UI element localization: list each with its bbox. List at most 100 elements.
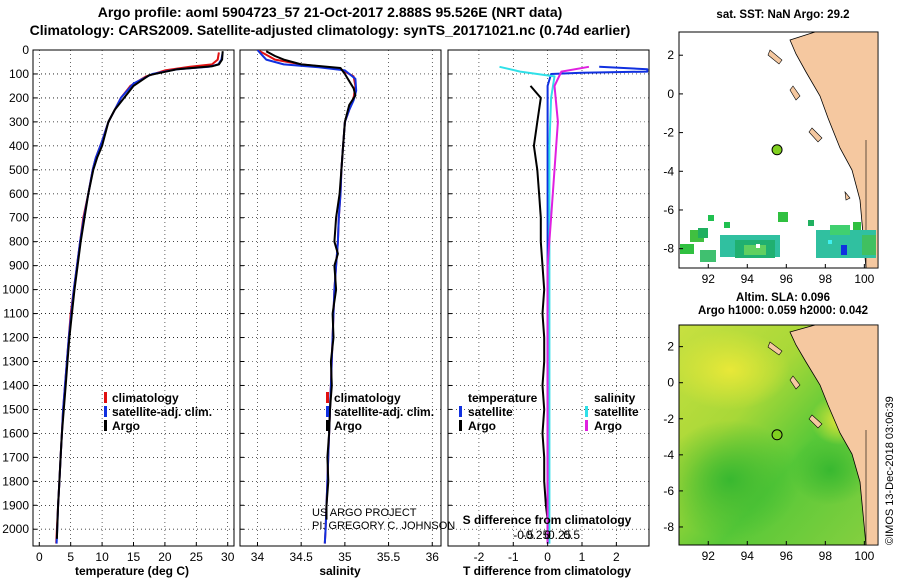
depth-tick-label: 400 <box>9 139 29 153</box>
legend-swatch-climatology <box>104 392 107 403</box>
depth-axis: 0 100 200 300 400 500 600 700 800 900 1000 1100 1200… <box>2 43 29 536</box>
sla-anomaly-high <box>679 330 790 410</box>
map-y-tick-label: -4 <box>663 448 674 462</box>
sla-map-content <box>679 325 878 545</box>
legend-swatch-temp-satellite <box>459 406 462 417</box>
x-tick-label: 1 <box>579 550 586 564</box>
argo-position-marker-sla <box>771 429 783 441</box>
depth-tick-label: 1000 <box>2 283 29 297</box>
land-sumatra <box>789 32 878 268</box>
x-tick-label: 36 <box>426 550 440 564</box>
legend-label-satellite: satellite-adj. clim. <box>112 405 212 419</box>
depth-tick-label: 700 <box>9 211 29 225</box>
depth-tick-label: 900 <box>9 259 29 273</box>
depth-tick-label: 100 <box>9 67 29 81</box>
legend-label-satellite: satellite-adj. clim. <box>334 405 434 419</box>
series-line-argo <box>55 51 224 539</box>
series-line-climatology <box>257 50 357 544</box>
credit-line1: US ARGO PROJECT <box>312 507 417 519</box>
map-y-tick-label: -4 <box>663 164 674 178</box>
figure-title-line2: Climatology: CARS2009. Satellite-adjuste… <box>29 22 631 38</box>
legend-swatch-sal-argo <box>585 420 588 431</box>
x-tick-label: 35 <box>338 550 352 564</box>
island-simeulue <box>767 341 783 356</box>
island-enggano <box>844 191 851 201</box>
legend-swatch-satellite <box>326 406 329 417</box>
x-tick-label: -2 <box>474 550 485 564</box>
x-tick-label: 0 <box>544 550 551 564</box>
series-line-salinity-argo <box>546 65 590 544</box>
sst-pixel <box>853 222 861 230</box>
legend-label-climatology: climatology <box>112 391 179 405</box>
sst-pixel <box>708 215 714 221</box>
sla-map-title-line1: Altim. SLA: 0.096 <box>736 292 830 304</box>
sst-map-axes: 92 94 96 98 100 2 0 -2 -4 -6 -8 <box>663 48 874 286</box>
x-tick-label: 34 <box>251 550 265 564</box>
x-tick-label: 2 <box>613 550 620 564</box>
legend-label-sal-satellite: satellite <box>594 405 639 419</box>
map-x-tick-label: 96 <box>780 272 794 286</box>
legend-label-sal-argo: Argo <box>594 419 622 433</box>
series-line-argo <box>265 50 357 520</box>
island-siberut <box>808 414 823 429</box>
legend-swatch-argo <box>326 420 329 431</box>
depth-tick-label: 1800 <box>2 474 29 488</box>
s-difference-axis-label: S difference from climatology <box>463 513 632 527</box>
depth-tick-label: 200 <box>9 91 29 105</box>
depth-tick-label: 500 <box>9 163 29 177</box>
map-y-tick-label: 0 <box>667 376 674 390</box>
legend-label-argo: Argo <box>334 419 362 433</box>
map-y-tick-label: -2 <box>663 412 674 426</box>
map-y-tick-label: -8 <box>663 520 674 534</box>
sst-pixel <box>756 244 760 248</box>
legend-swatch-temp-argo <box>459 420 462 431</box>
depth-tick-label: 1300 <box>2 354 29 368</box>
depth-tick-label: 1900 <box>2 498 29 512</box>
temperature-axis-label: temperature (deg C) <box>75 564 189 578</box>
map-x-tick-label: 92 <box>702 549 716 563</box>
legend-label-temp-argo: Argo <box>468 419 496 433</box>
map-y-tick-label: -6 <box>663 203 674 217</box>
top-tick-label: 0.5 <box>563 528 580 542</box>
credit-line2: PI: GREGORY C. JOHNSON <box>312 520 455 532</box>
map-x-tick-label: 98 <box>819 272 833 286</box>
depth-tick-label: 1600 <box>2 426 29 440</box>
legend-swatch-climatology <box>326 392 329 403</box>
legend-swatch-argo <box>104 420 107 431</box>
argo-position-marker-sst <box>771 144 783 156</box>
legend-swatch-sal-satellite <box>585 406 588 417</box>
x-tick-label: 30 <box>221 550 235 564</box>
legend-label-climatology: climatology <box>334 391 401 405</box>
x-tick-label: 0 <box>36 550 43 564</box>
depth-tick-label: 2000 <box>2 522 29 536</box>
x-tick-label: 34.5 <box>289 550 313 564</box>
top-tick-label: -0.5 <box>513 528 534 542</box>
legend-label-argo: Argo <box>112 419 140 433</box>
map-y-tick-label: -2 <box>663 126 674 140</box>
series-line-temperature-satellite <box>546 65 649 544</box>
depth-tick-label: 0 <box>22 43 29 57</box>
sla-anomaly-low-east <box>790 435 870 505</box>
sst-pixel <box>828 240 832 244</box>
map-x-tick-label: 96 <box>780 549 794 563</box>
sst-pixel <box>778 212 788 222</box>
map-y-tick-label: 2 <box>667 340 674 354</box>
salinity-panel-frame <box>239 49 442 547</box>
x-tick-label: -1 <box>508 550 519 564</box>
sst-pixel <box>744 245 766 255</box>
legend-heading-salinity: salinity <box>594 391 636 405</box>
land-sumatra <box>789 325 878 545</box>
map-x-tick-label: 94 <box>741 272 755 286</box>
sla-anomaly-low <box>679 420 800 540</box>
top-tick-label: 0 <box>544 528 551 542</box>
t-difference-axis-label: T difference from climatology <box>463 564 631 578</box>
x-tick-label: 20 <box>158 550 172 564</box>
sst-pixel <box>808 220 814 226</box>
series-line-temperature-argo <box>529 85 549 520</box>
x-tick-label: 10 <box>95 550 109 564</box>
map-y-tick-label: -8 <box>663 242 674 256</box>
sst-pixel <box>724 222 730 228</box>
map-y-tick-label: -6 <box>663 484 674 498</box>
x-tick-label: 5 <box>67 550 74 564</box>
